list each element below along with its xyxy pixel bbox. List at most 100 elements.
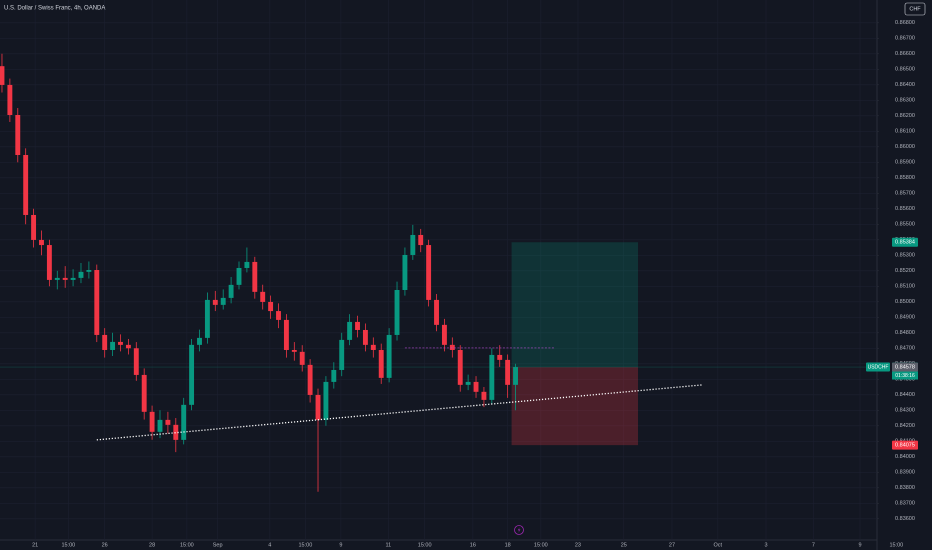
x-tick-label: 9 (339, 542, 342, 548)
y-tick-label: 0.83800 (895, 485, 915, 491)
y-tick-label: 0.86300 (895, 98, 915, 104)
candle-body (220, 297, 226, 305)
candle-body (402, 254, 408, 290)
y-tick-label: 0.86800 (895, 20, 915, 26)
x-tick-label: 21 (32, 542, 38, 548)
y-tick-label: 0.84000 (895, 454, 915, 460)
y-tick-label: 0.84200 (895, 423, 915, 429)
y-tick-label: 0.84400 (895, 392, 915, 398)
currency-box[interactable] (904, 2, 926, 16)
candle-body (7, 84, 13, 116)
x-tick-label: 7 (812, 542, 815, 548)
candle-body (505, 359, 511, 385)
plot (0, 53, 877, 492)
y-tick-label: 0.84800 (895, 330, 915, 336)
candle-body (70, 277, 76, 280)
y-tick-label: 0.85700 (895, 191, 915, 197)
candle-body (481, 391, 487, 400)
candle-body (276, 311, 281, 320)
x-tick-label: 15:00 (61, 542, 75, 548)
icon-bolt[interactable] (517, 527, 521, 533)
price-label-box (892, 362, 918, 372)
price-label: 0.85384 (895, 240, 915, 246)
candle-body (323, 381, 329, 420)
candle-body (102, 334, 108, 350)
candle-body (94, 270, 100, 335)
x-tick-label: 15:00 (418, 542, 432, 548)
candle-body (110, 341, 116, 350)
x-tick-label: 26 (102, 542, 108, 548)
candle-body (165, 419, 171, 425)
currency[interactable]: CHF (909, 6, 921, 12)
y-tick-label: 0.86100 (895, 129, 915, 135)
x-tick-label: 16 (470, 542, 476, 548)
candle-body (54, 277, 60, 280)
candle-body (473, 381, 479, 392)
y-tick-label: 0.85600 (895, 206, 915, 212)
y-tick-label: 0.83600 (895, 516, 915, 522)
x-tick-label: 15:00 (889, 542, 903, 548)
y-tick-label: 0.86200 (895, 113, 915, 119)
y-tick-label: 0.85800 (895, 175, 915, 181)
candle-body (378, 349, 384, 378)
candle-body (252, 261, 258, 292)
candle-body (434, 299, 439, 325)
y-tick-label: 0.85500 (895, 222, 915, 228)
y-tick-label: 0.86600 (895, 51, 915, 57)
candle-body (362, 329, 368, 345)
candle-body (62, 277, 68, 280)
y-tick-label: 0.83900 (895, 470, 915, 476)
price-label-box (892, 237, 918, 247)
candle-body (283, 319, 289, 350)
candle-body (244, 261, 250, 268)
y-tick-label: 0.85200 (895, 268, 915, 274)
x-tick-label: 4 (268, 542, 271, 548)
candle-body (370, 344, 376, 350)
x-tick-label: Sep (213, 542, 223, 548)
x-tick-label: Oct (714, 542, 723, 548)
x-tick-label: 28 (149, 542, 155, 548)
candle-body (236, 267, 242, 285)
candle-body (15, 115, 21, 155)
candle-body (465, 381, 471, 385)
candle-body (418, 234, 424, 246)
x-tick-label: 9 (858, 542, 861, 548)
price-label-box (892, 440, 918, 450)
countdown-box (892, 371, 918, 380)
candle-body (489, 354, 495, 400)
candle-body (46, 245, 52, 280)
y-tick-label: 0.86700 (895, 36, 915, 42)
candle-body (299, 351, 305, 365)
candle-body (441, 324, 447, 345)
x-tick-label: 27 (669, 542, 675, 548)
x-tick-label: 15:00 (298, 542, 312, 548)
candle-body (118, 341, 123, 345)
candle-body (449, 344, 455, 350)
candle-body (426, 245, 432, 300)
candle-body (315, 394, 321, 420)
y-tick-label: 0.86400 (895, 82, 915, 88)
candle-body (125, 344, 131, 349)
x-tick-label: 11 (385, 542, 391, 548)
chart-title: U.S. Dollar / Swiss Franc, 4h, OANDA (4, 6, 105, 12)
candle-body (204, 299, 210, 338)
icon-circle[interactable] (514, 525, 524, 535)
candle-body (355, 321, 360, 330)
symbol-label: USDCHF (868, 364, 889, 370)
y-tick-label: 0.84500 (895, 377, 915, 383)
candle-body (0, 66, 5, 85)
trendline (96, 384, 703, 441)
candle-body (189, 344, 195, 405)
candle-body (307, 364, 313, 395)
candle-body (331, 369, 337, 382)
candle-body (260, 291, 266, 302)
candle-body (31, 214, 37, 240)
candle-body (291, 349, 297, 352)
candle-body (394, 289, 400, 335)
x-tick-label: 15:00 (180, 542, 194, 548)
candle-body (347, 321, 353, 340)
candle-body (339, 339, 345, 370)
lightning-icon[interactable] (514, 525, 524, 535)
